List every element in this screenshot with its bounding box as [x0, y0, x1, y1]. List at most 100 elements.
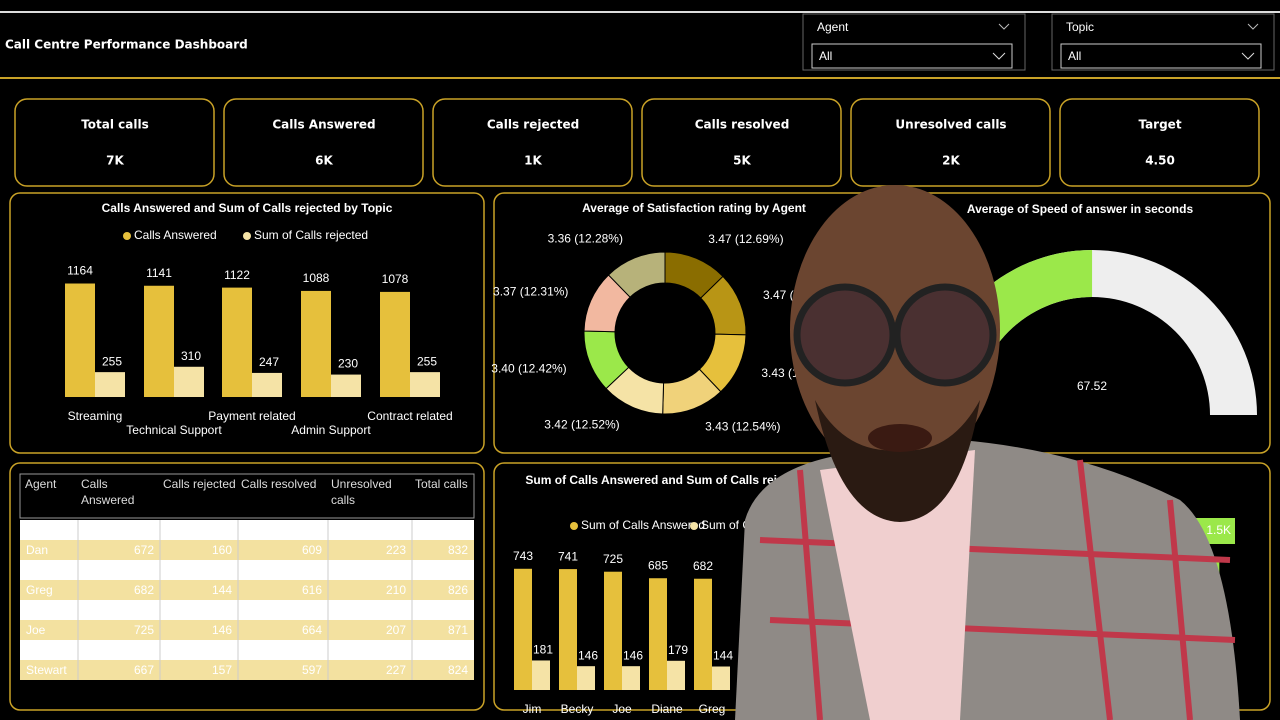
kpi-value: 6K — [315, 154, 333, 168]
bar — [514, 568, 532, 690]
filter-dropdown[interactable] — [1060, 43, 1262, 69]
bar — [559, 569, 577, 690]
table-cell: 616 — [302, 583, 322, 597]
table-header: Total calls — [415, 477, 468, 491]
bar — [532, 660, 550, 690]
kpi-value: 2K — [942, 154, 960, 168]
x-tick-label: Streaming — [68, 409, 123, 423]
data-label: 725 — [603, 552, 623, 566]
slice-label: 3.40 (12.42%) — [491, 361, 566, 375]
filter-label: Topic — [1066, 20, 1094, 34]
data-label: 1088 — [303, 271, 330, 285]
bar — [301, 290, 331, 397]
filter-dropdown[interactable] — [811, 43, 1013, 69]
mouth — [868, 424, 932, 452]
data-label: 144 — [713, 649, 733, 663]
table-cell: 146 — [212, 523, 232, 537]
x-tick-label: Jim — [523, 702, 542, 716]
kpi-label: Unresolved calls — [895, 118, 1006, 132]
bar — [622, 666, 640, 690]
chevron — [998, 23, 1010, 30]
table-cell: 241 — [386, 563, 406, 577]
x-tick-label: Greg — [699, 702, 726, 716]
table-row — [20, 640, 474, 660]
bar — [577, 666, 595, 690]
table-cell: 826 — [448, 583, 468, 597]
filter-frame — [802, 13, 1026, 71]
table-cell: 227 — [386, 663, 406, 677]
x-tick-label: Technical Support — [126, 423, 222, 437]
kpi-label: Calls rejected — [487, 118, 579, 132]
slice-label: 3.37 (12.31%) — [493, 285, 568, 299]
table-cell: Becky — [26, 523, 59, 537]
data-label: 146 — [578, 648, 598, 662]
filter-value: All — [819, 49, 832, 63]
table-header-bg — [19, 473, 475, 519]
data-label: 179 — [668, 643, 688, 657]
table-cell: 743 — [134, 603, 154, 617]
x-tick-label: Admin Support — [291, 423, 371, 437]
data-label: 685 — [648, 558, 668, 572]
table-cell: 682 — [134, 583, 154, 597]
slice-label: 3.36 (12.28%) — [548, 232, 623, 246]
presenter-overlay — [735, 185, 1240, 720]
dashboard-title: Call Centre Performance Dashboard — [5, 38, 248, 52]
kpi-value: 5K — [733, 154, 751, 168]
kpi-card — [432, 98, 633, 187]
table-cell: 227 — [386, 523, 406, 537]
header-cell-box: Unresolved calls — [331, 477, 392, 507]
table-cell: 887 — [448, 523, 468, 537]
table-row — [20, 540, 474, 560]
table-header: Calls rejected — [163, 477, 236, 491]
table-cell: 664 — [302, 623, 322, 637]
data-label: 1122 — [224, 268, 250, 282]
table-row — [20, 520, 474, 540]
kpi-value: 4.50 — [1145, 154, 1175, 168]
table-cell: Dan — [26, 543, 48, 557]
data-label: 743 — [513, 549, 533, 563]
bar — [144, 285, 174, 397]
chevron — [1241, 52, 1255, 60]
table-cell: 181 — [212, 603, 232, 617]
x-tick-label: Joe — [612, 702, 632, 716]
x-tick-label: Becky — [561, 702, 594, 716]
data-label: 1141 — [146, 266, 172, 280]
chevron — [992, 52, 1006, 60]
table-cell: 864 — [448, 563, 468, 577]
data-label: 247 — [259, 355, 279, 369]
x-tick-label: Payment related — [208, 409, 295, 423]
kpi-label: Calls Answered — [272, 118, 375, 132]
kpi-card — [1059, 98, 1260, 187]
legend-marker — [690, 522, 698, 530]
table-row — [20, 580, 474, 600]
table-cell: 824 — [448, 663, 468, 677]
gauge-label: 67.52 — [1077, 379, 1107, 393]
header-cell-box: Total calls — [415, 477, 468, 491]
bar — [331, 374, 361, 397]
table-header: Unresolved calls — [331, 477, 392, 507]
table-cell: 184 — [212, 643, 232, 657]
beard — [815, 400, 980, 522]
filter-label: Agent — [817, 20, 849, 34]
data-label: 1164 — [67, 264, 93, 278]
shirt — [820, 450, 975, 720]
table-cell: 862 — [448, 643, 468, 657]
legend-label: Sum of Calls rejected — [254, 228, 368, 242]
table-cell: 207 — [386, 623, 406, 637]
table-cell: Joe — [26, 623, 46, 637]
table-header: Agent — [25, 477, 57, 491]
table-cell: 609 — [302, 543, 322, 557]
table-row — [20, 620, 474, 640]
table-cell: 667 — [134, 663, 154, 677]
kpi-label: Calls resolved — [695, 118, 790, 132]
chart-title: Calls Answered and Sum of Calls rejected… — [102, 201, 393, 215]
kpi-label: Target — [1138, 118, 1181, 132]
table-cell: Diane — [26, 563, 58, 577]
slice-label: 3.47 (12.69%) — [708, 232, 783, 246]
bar — [694, 578, 712, 690]
data-label: 310 — [181, 349, 201, 363]
table-cell: 223 — [386, 543, 406, 557]
table-cell: 924 — [448, 603, 468, 617]
legend-label: Sum of Calls Answered — [581, 518, 705, 532]
data-label: 1.5K — [1206, 523, 1231, 537]
